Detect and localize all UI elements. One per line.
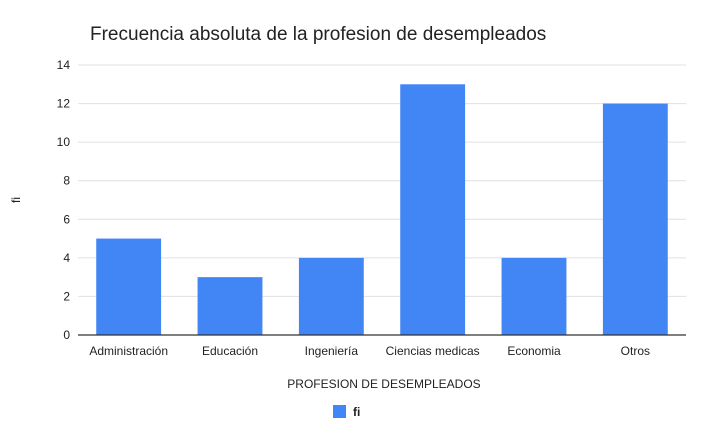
legend-label: fi xyxy=(353,405,360,419)
grid-lines xyxy=(78,64,686,297)
x-tick-label: Educación xyxy=(202,344,258,358)
bar xyxy=(197,277,263,335)
chart-title: Frecuencia absoluta de la profesion de d… xyxy=(90,24,546,45)
x-tick-label: Otros xyxy=(621,344,650,358)
x-tick-label: Ingeniería xyxy=(305,344,359,358)
y-tick-label: 12 xyxy=(57,97,71,111)
x-axis-ticks: Administración Educación Ingeniería Ciencia… xyxy=(89,344,650,358)
bars xyxy=(96,84,668,336)
y-tick-label: 0 xyxy=(63,328,70,342)
bar xyxy=(96,238,162,335)
y-tick-label: 4 xyxy=(63,251,70,265)
legend: fi xyxy=(333,405,360,419)
x-axis-label: PROFESION DE DESEMPLEADOS xyxy=(287,377,480,391)
x-tick-label: Administración xyxy=(89,344,168,358)
bar xyxy=(400,84,466,336)
y-tick-label: 14 xyxy=(57,58,71,72)
bar xyxy=(298,257,364,335)
y-axis-label: fi xyxy=(9,197,23,203)
y-tick-label: 2 xyxy=(63,289,70,303)
legend-swatch xyxy=(333,405,346,418)
x-tick-label: Economia xyxy=(507,344,561,358)
bar xyxy=(602,103,668,335)
x-tick-label: Ciencias medicas xyxy=(386,344,480,358)
y-tick-label: 6 xyxy=(63,212,70,226)
y-tick-label: 10 xyxy=(57,135,71,149)
y-tick-label: 8 xyxy=(63,174,70,188)
y-axis-ticks: 0 2 4 6 8 10 12 14 xyxy=(57,58,71,342)
bar xyxy=(501,257,567,335)
